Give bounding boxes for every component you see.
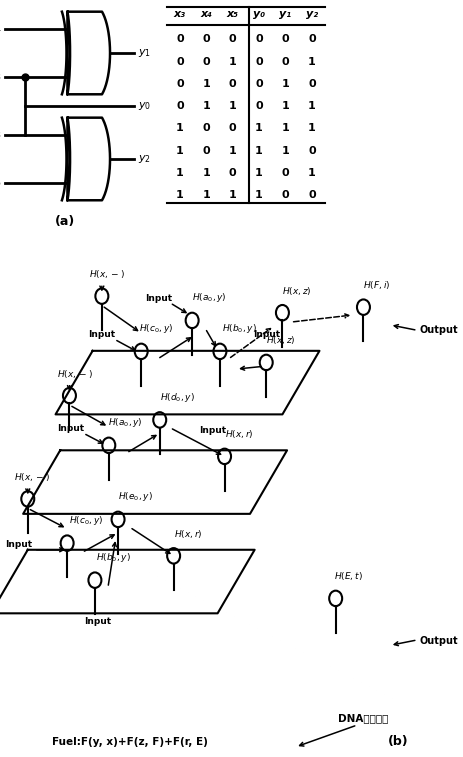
Text: 0: 0 (255, 34, 263, 45)
Text: $H(a_0,y)$: $H(a_0,y)$ (107, 416, 143, 429)
Text: Fuel:F(y, x)+F(z, F)+F(r, E): Fuel:F(y, x)+F(z, F)+F(r, E) (52, 737, 207, 746)
Text: 0: 0 (202, 145, 210, 156)
Text: $x_3$: $x_3$ (0, 71, 2, 83)
Text: 0: 0 (282, 190, 289, 200)
Text: $y_2$: $y_2$ (138, 153, 151, 165)
Text: 0: 0 (176, 34, 184, 45)
Text: (a): (a) (55, 215, 75, 228)
Text: $H(e_0,y)$: $H(e_0,y)$ (118, 491, 153, 503)
Text: 0: 0 (202, 34, 210, 45)
Text: 0: 0 (308, 145, 316, 156)
Text: Output: Output (419, 636, 457, 646)
Text: 1: 1 (202, 190, 210, 200)
Text: Input: Input (88, 330, 115, 339)
Text: 0: 0 (176, 57, 184, 67)
Text: Input: Input (5, 540, 32, 549)
Text: y₀: y₀ (253, 9, 265, 20)
Text: $H(x,z)$: $H(x,z)$ (266, 335, 296, 347)
Text: $H(x,-)$: $H(x,-)$ (57, 368, 93, 379)
Text: $H(b_0,y)$: $H(b_0,y)$ (96, 551, 131, 564)
Text: Output: Output (419, 326, 457, 335)
Text: x₄: x₄ (200, 9, 212, 20)
Text: $H(x,r)$: $H(x,r)$ (225, 428, 254, 441)
Text: 0: 0 (308, 79, 316, 89)
Text: 0: 0 (255, 101, 263, 111)
Text: 1: 1 (229, 101, 237, 111)
Text: 1: 1 (202, 79, 210, 89)
Text: 1: 1 (255, 168, 263, 178)
Text: 1: 1 (202, 101, 210, 111)
Text: 0: 0 (202, 57, 210, 67)
Text: 0: 0 (229, 123, 237, 133)
Text: $y_1$: $y_1$ (138, 47, 151, 59)
Text: 1: 1 (255, 145, 263, 156)
Text: 0: 0 (308, 190, 316, 200)
Text: y₂: y₂ (306, 9, 318, 20)
Text: 1: 1 (176, 123, 184, 133)
Text: 1: 1 (229, 190, 237, 200)
Text: 1: 1 (282, 101, 289, 111)
Text: 0: 0 (308, 34, 316, 45)
Text: 1: 1 (176, 190, 184, 200)
Text: 0: 0 (282, 57, 289, 67)
Text: DNA折纸基质: DNA折纸基质 (338, 713, 388, 724)
Text: 1: 1 (176, 168, 184, 178)
Text: 1: 1 (282, 145, 289, 156)
Text: $H(x,-)$: $H(x,-)$ (89, 268, 125, 280)
Text: $H(d_0,y)$: $H(d_0,y)$ (160, 391, 195, 404)
Text: $H(c_0,y)$: $H(c_0,y)$ (69, 514, 104, 527)
Text: 1: 1 (308, 168, 316, 178)
Text: 0: 0 (255, 57, 263, 67)
Text: 1: 1 (202, 168, 210, 178)
Text: x₅: x₅ (227, 9, 238, 20)
Text: 0: 0 (176, 101, 184, 111)
Text: 1: 1 (229, 57, 237, 67)
Text: Input: Input (84, 618, 111, 626)
Text: $H(b_0,y)$: $H(b_0,y)$ (222, 322, 257, 335)
Text: $x_5$: $x_5$ (0, 177, 2, 188)
Text: $H(c_0,y)$: $H(c_0,y)$ (139, 322, 173, 335)
Text: Input: Input (254, 330, 281, 339)
Text: 1: 1 (308, 101, 316, 111)
Text: $H(x,z)$: $H(x,z)$ (282, 285, 312, 297)
Text: $H(x,-)$: $H(x,-)$ (14, 471, 50, 483)
Text: Input: Input (200, 425, 226, 435)
Text: 1: 1 (308, 57, 316, 67)
Text: 1: 1 (255, 123, 263, 133)
Text: 1: 1 (282, 123, 289, 133)
Text: x₃: x₃ (174, 9, 186, 20)
Text: 1: 1 (308, 123, 316, 133)
Text: 1: 1 (229, 145, 237, 156)
Text: $x_4$: $x_4$ (0, 23, 2, 35)
Text: $H(E,t)$: $H(E,t)$ (334, 570, 363, 582)
Text: $H(a_0,y)$: $H(a_0,y)$ (192, 291, 227, 304)
Text: 0: 0 (176, 79, 184, 89)
Text: $H(x,r)$: $H(x,r)$ (174, 528, 203, 540)
Text: $y_0$: $y_0$ (138, 100, 151, 112)
Text: (b): (b) (388, 735, 408, 748)
Text: 0: 0 (202, 123, 210, 133)
Text: 0: 0 (229, 34, 237, 45)
Text: 0: 0 (229, 79, 237, 89)
Text: Input: Input (57, 424, 84, 433)
Text: 0: 0 (255, 79, 263, 89)
Text: 0: 0 (282, 168, 289, 178)
Text: y₁: y₁ (279, 9, 292, 20)
Text: $H(F,i)$: $H(F,i)$ (363, 279, 390, 291)
Text: 1: 1 (282, 79, 289, 89)
Text: $x_3$: $x_3$ (0, 129, 2, 141)
Text: 0: 0 (229, 168, 237, 178)
Text: 1: 1 (176, 145, 184, 156)
Text: 1: 1 (255, 190, 263, 200)
Text: 0: 0 (282, 34, 289, 45)
Text: Input: Input (145, 294, 172, 303)
